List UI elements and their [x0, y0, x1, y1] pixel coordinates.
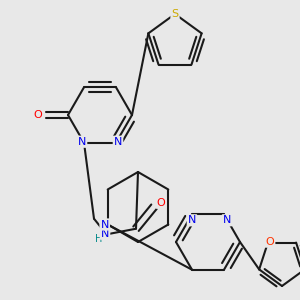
- Text: N: N: [100, 220, 109, 230]
- Text: N: N: [223, 215, 231, 225]
- Text: H: H: [95, 234, 103, 244]
- Text: N: N: [101, 229, 109, 239]
- Text: N: N: [188, 215, 196, 225]
- Text: N: N: [78, 137, 86, 147]
- Text: O: O: [157, 198, 165, 208]
- Text: N: N: [114, 137, 122, 147]
- Text: S: S: [171, 9, 178, 19]
- Text: O: O: [34, 110, 42, 120]
- Text: O: O: [266, 237, 274, 247]
